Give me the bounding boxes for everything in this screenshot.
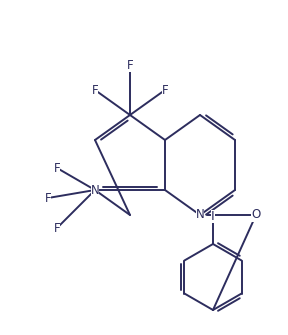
Text: I: I [211, 209, 215, 222]
Text: N: N [196, 208, 204, 221]
Text: F: F [45, 192, 51, 204]
Text: N: N [91, 184, 99, 197]
Text: F: F [127, 59, 133, 71]
Text: F: F [162, 83, 168, 96]
Text: O: O [251, 208, 261, 221]
Text: F: F [54, 161, 60, 175]
Text: F: F [92, 83, 98, 96]
Text: F: F [54, 221, 60, 234]
